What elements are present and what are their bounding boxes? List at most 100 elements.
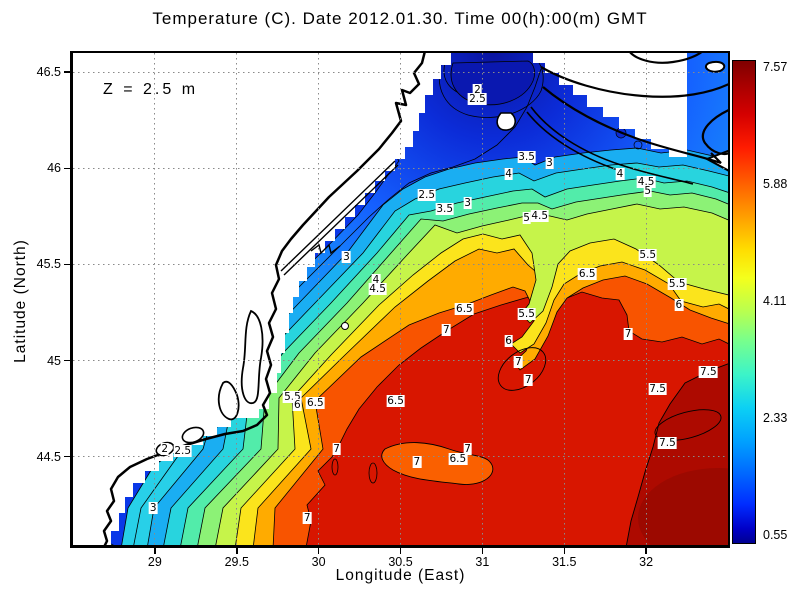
grid-line-v [154, 53, 156, 545]
y-tick-mark [64, 359, 70, 362]
spit-line [542, 86, 722, 165]
depth-annotation: Z = 2.5 m [103, 81, 199, 98]
contour-label: 6.5 [455, 302, 474, 315]
x-tick-label: 31.5 [552, 555, 577, 569]
grid-line-h [73, 71, 728, 73]
contour-loop-6p5-south [381, 442, 494, 485]
x-tick-mark [563, 548, 565, 554]
y-axis-title: Latitude (North) [12, 239, 29, 363]
y-tick-mark [64, 263, 70, 266]
grid-line-v [645, 53, 647, 545]
contour-label: 7.5 [698, 366, 718, 379]
y-tick-label: 44.5 [36, 449, 61, 464]
y-tick-label: 46.5 [36, 65, 61, 80]
contour-label: 7 [302, 512, 312, 525]
grid-line-v [236, 53, 238, 545]
chart-title: Temperature (C). Date 2012.01.30. Time 0… [152, 9, 648, 28]
contour-label: 7 [332, 442, 341, 455]
contour-label: 4 [371, 273, 381, 286]
x-tick-mark [481, 548, 484, 554]
grid-line-v [400, 53, 401, 545]
contour-label: 5 [643, 185, 653, 198]
colorbar-tick-label: 4.11 [763, 294, 787, 308]
contour-label: 3 [545, 156, 554, 169]
lake-sasyk [217, 380, 240, 421]
bay-islet [496, 112, 516, 131]
contour-label: 2 [160, 442, 170, 455]
contour-label: 6.5 [577, 268, 597, 281]
contour-label: 5 [522, 212, 531, 225]
contour-label: 4 [615, 168, 625, 181]
contour-label: 3 [342, 250, 351, 263]
contour-label: 5.5 [517, 308, 536, 321]
coastal-lake [181, 426, 205, 444]
barrier-spit [280, 160, 396, 272]
x-tick-label: 29 [147, 555, 162, 569]
y-tick-label: 45.5 [36, 257, 61, 272]
x-tick-label: 30.5 [388, 555, 413, 569]
contour-label: 3 [148, 502, 158, 515]
contour-label: 3 [463, 196, 472, 209]
spit-line [530, 106, 694, 185]
colorbar-tick-label: 7.57 [763, 60, 788, 75]
barrier-spit [283, 164, 399, 276]
y-tick-mark [64, 167, 70, 170]
contour-label: 7 [463, 442, 472, 455]
colorbar [732, 60, 756, 544]
contour-label: 6.5 [448, 452, 468, 465]
land-mask-northeast [533, 53, 687, 157]
contour-label: 3.5 [517, 150, 536, 163]
colorbar-tick-label: 2.33 [763, 410, 788, 425]
contour-label: 6.5 [305, 396, 325, 409]
colorbar-tick-label: 5.88 [763, 177, 788, 192]
station-marker [340, 321, 349, 330]
warm-core-patch [638, 468, 728, 545]
contour-label: 7 [412, 456, 422, 469]
y-tick-label: 45 [47, 353, 61, 368]
contour-label: 6 [292, 398, 302, 411]
x-tick-mark [645, 548, 647, 554]
coast-zigzag [310, 243, 341, 255]
contour-label: 4 [504, 168, 513, 181]
contour-label: 6 [674, 298, 684, 311]
x-tick-label: 29.5 [224, 555, 249, 569]
grid-line-h [73, 263, 728, 265]
contour-label: 4.5 [636, 175, 656, 188]
lagoon-dniester-liman [240, 309, 264, 404]
contour-label: 6.5 [386, 394, 405, 407]
contour-label: 7 [623, 327, 633, 340]
colorbar-tick-label: 0.55 [763, 527, 788, 542]
contour-label: 7 [442, 323, 451, 336]
spit-loop [701, 109, 728, 155]
grid-line-v [318, 53, 320, 545]
grid-line-h [73, 167, 728, 169]
x-tick-label: 30 [311, 555, 326, 569]
contour-label: 3.5 [435, 202, 455, 215]
bay-cold-spot [633, 140, 643, 150]
contour-sliver [331, 458, 339, 476]
grid-line-v [481, 53, 483, 545]
contour-label: 2.5 [417, 189, 437, 202]
contour-label: 7 [514, 356, 523, 369]
land-mask-west [73, 53, 451, 545]
y-tick-mark [64, 71, 70, 73]
corner-islet [704, 61, 726, 73]
x-tick-label: 32 [639, 555, 654, 569]
grid-line-h [73, 360, 728, 361]
corner-coast [629, 53, 703, 64]
contour-label: 5.5 [667, 277, 687, 290]
x-tick-mark [154, 548, 156, 554]
spit-line [526, 111, 619, 171]
grid-line-h [73, 456, 728, 458]
contour-label: 2 [473, 83, 482, 96]
contour-loop-7p5 [654, 409, 722, 441]
contour-label: 4.5 [368, 283, 387, 296]
x-axis-title: Longitude (East) [335, 567, 466, 584]
grid-line-v [563, 53, 565, 545]
y-tick-label: 46 [47, 161, 61, 176]
x-tick-mark [236, 548, 238, 554]
contour-label: 7 [523, 373, 533, 386]
contour-label: 7.5 [658, 437, 677, 450]
y-tick-mark [64, 455, 70, 458]
